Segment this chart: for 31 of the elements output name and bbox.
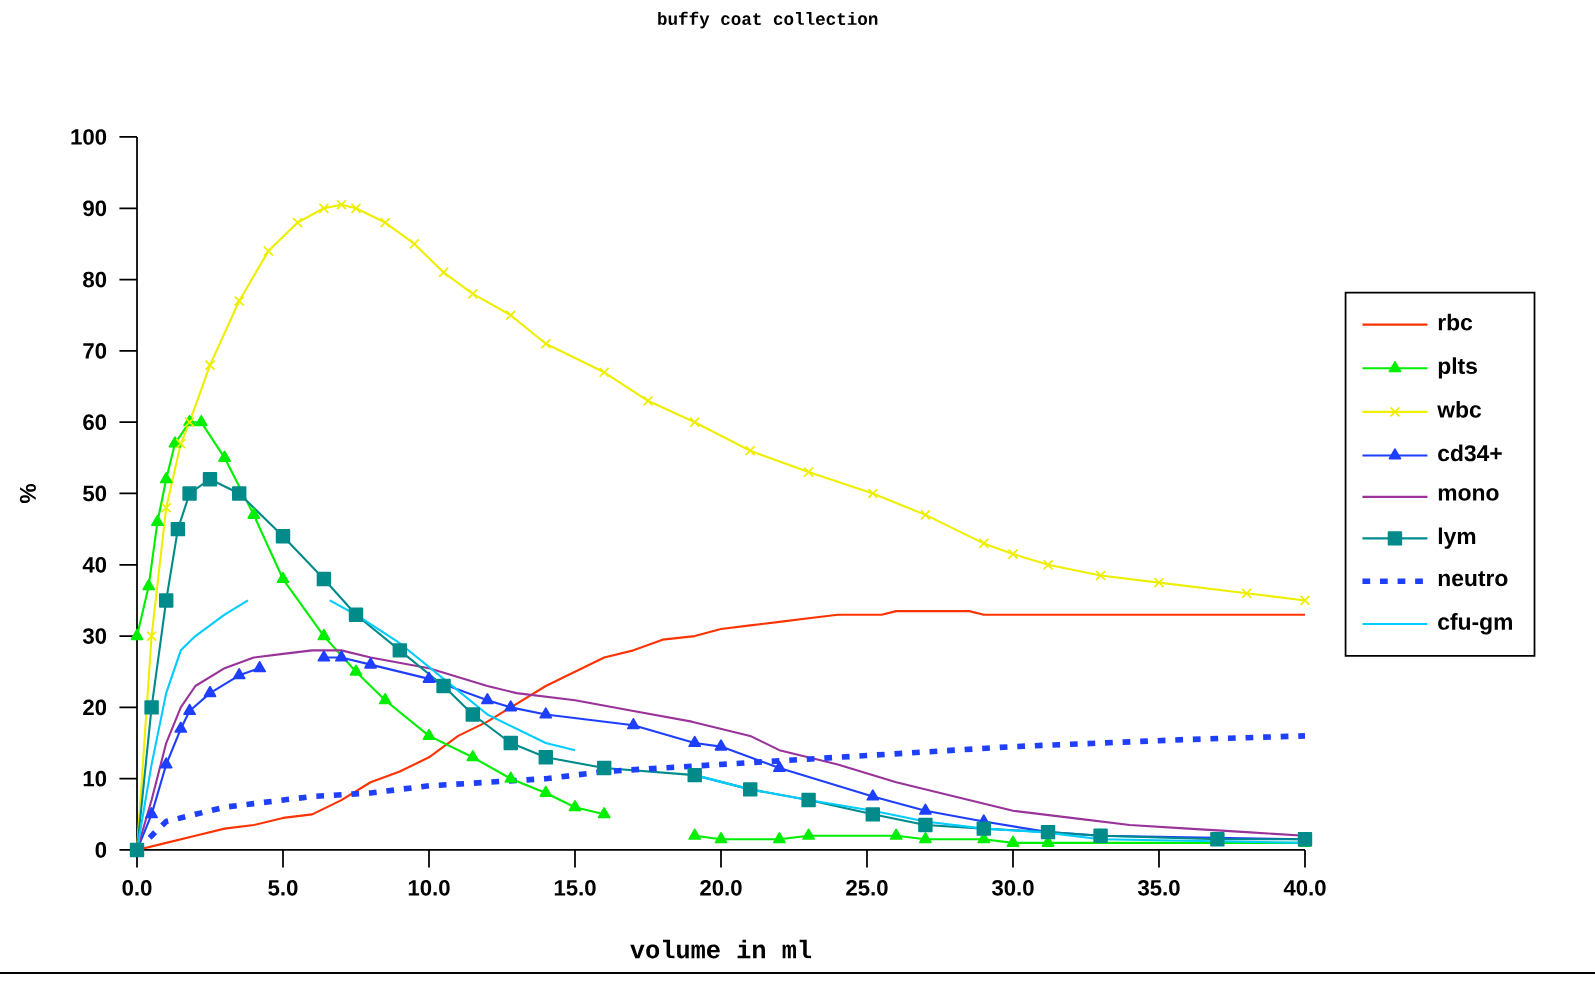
y-tick-label: 80 [83,271,107,288]
legend-label: plts [1438,357,1477,379]
legend-label: wbc [1437,400,1482,418]
x-tick-label: 5.0 [268,879,298,896]
x-tick-label: 25.0 [846,879,888,896]
x-tick-label: 15.0 [554,879,596,896]
legend-label: cfu-gm [1438,613,1512,635]
legend-label: lym [1438,527,1476,549]
x-axis-title: volume in ml [630,939,812,959]
x-tick-label: 20.0 [700,879,742,896]
x-tick-label: 35.0 [1137,879,1180,896]
x-tick-label: 10.0 [408,879,450,896]
x-tick-label: 30.0 [991,879,1034,896]
legend-label: rbc [1438,313,1473,331]
y-tick-label: 30 [82,628,107,644]
x-tick-label: 0.0 [122,879,152,896]
y-tick-label: 10 [83,770,107,787]
y-tick-label: 90 [83,200,107,217]
y-tick-label: 70 [83,343,107,359]
legend-label: neutro [1438,571,1508,587]
chart-title: buffy coat collection [658,11,878,29]
legend-label: mono [1438,488,1499,501]
y-tick-label: 0 [95,842,107,858]
y-tick-label: 100 [71,129,107,145]
y-tick-label: 60 [83,414,107,431]
y-tick-label: 20 [83,699,107,716]
x-tick-label: 40.0 [1283,879,1326,896]
y-axis-title: % [19,483,36,504]
legend-label: cd34+ [1438,444,1502,462]
y-tick-label: 50 [83,485,107,502]
y-tick-label: 40 [82,556,107,573]
